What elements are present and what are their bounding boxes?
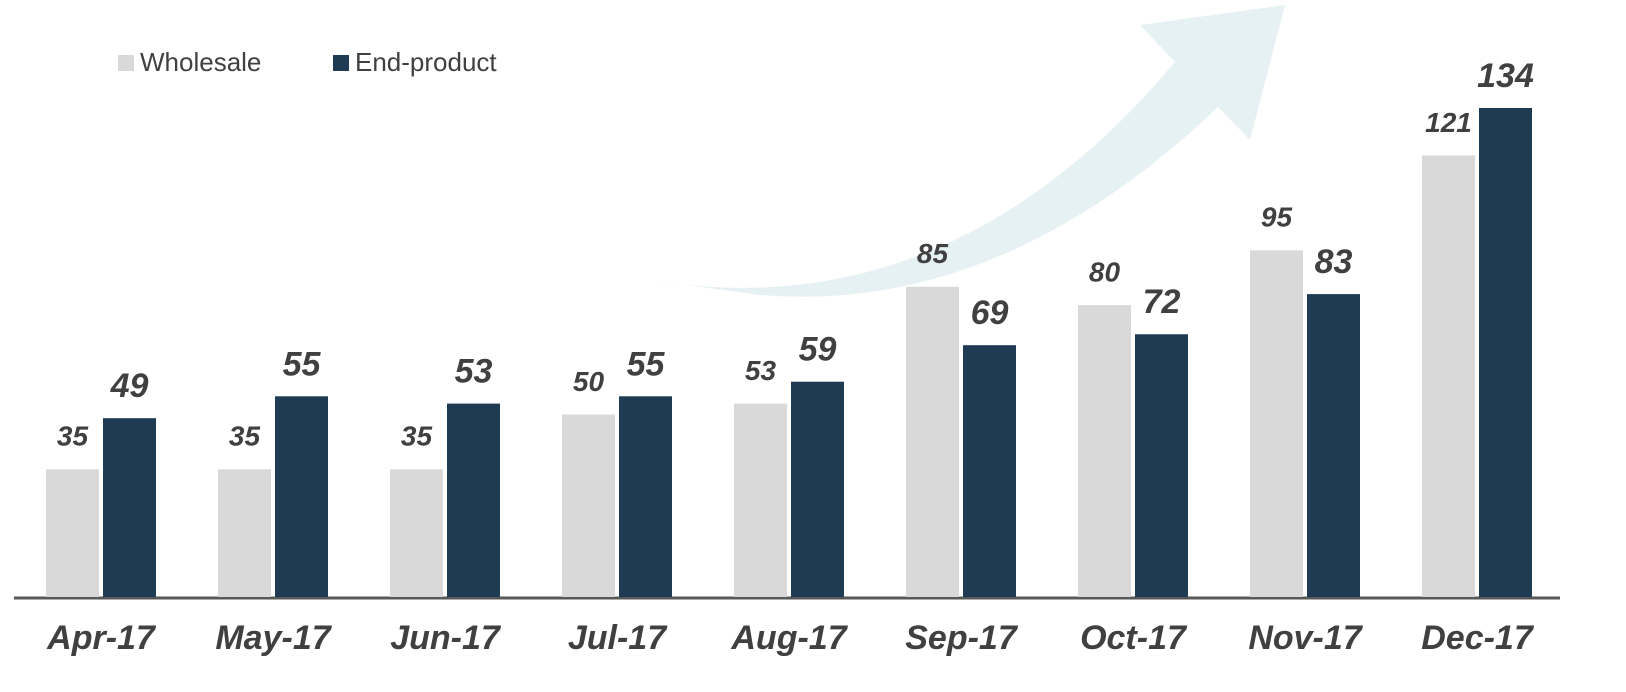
value-label: 134 (1477, 57, 1534, 95)
bar (447, 403, 500, 597)
value-label: 72 (1143, 283, 1181, 321)
value-label: 49 (110, 367, 149, 405)
x-tick-label: Oct-17 (1080, 619, 1188, 657)
legend-swatch (333, 55, 349, 71)
value-label: 59 (799, 331, 837, 369)
bar (218, 469, 271, 597)
trend-arrow (650, 5, 1285, 297)
bar (791, 381, 844, 597)
value-label: 35 (229, 421, 261, 452)
bar (906, 286, 959, 597)
x-tick-label: Dec-17 (1421, 619, 1535, 657)
value-label: 83 (1315, 243, 1353, 281)
value-label: 85 (917, 238, 949, 269)
value-label: 55 (627, 345, 666, 383)
bar (1307, 294, 1360, 597)
x-tick-label: Aug-17 (730, 619, 848, 657)
legend-label: Wholesale (140, 47, 261, 77)
bar (390, 469, 443, 597)
legend-label: End-product (355, 47, 497, 77)
legend-swatch (118, 55, 134, 71)
x-tick-label: Sep-17 (905, 619, 1019, 657)
bar (1422, 155, 1475, 597)
x-tick-label: Apr-17 (46, 619, 157, 657)
x-tick-label: Jun-17 (390, 619, 502, 657)
value-label: 80 (1089, 256, 1121, 287)
value-label: 95 (1261, 202, 1293, 233)
x-tick-label: May-17 (215, 619, 332, 657)
value-label: 69 (971, 294, 1009, 332)
value-label: 55 (283, 345, 322, 383)
bar (619, 396, 672, 597)
value-label: 35 (401, 421, 433, 452)
bar (734, 403, 787, 597)
bar (46, 469, 99, 597)
value-label: 121 (1425, 107, 1472, 138)
value-label: 53 (745, 355, 777, 386)
bar (562, 414, 615, 597)
value-label: 50 (573, 366, 605, 397)
value-label: 35 (57, 421, 89, 452)
bar (1250, 250, 1303, 597)
x-tick-label: Jul-17 (568, 619, 668, 657)
value-label: 53 (455, 353, 493, 391)
bar (275, 396, 328, 597)
bar (103, 418, 156, 597)
x-tick-label: Nov-17 (1248, 619, 1363, 657)
bar (1135, 334, 1188, 597)
bar (1078, 305, 1131, 597)
bar (1479, 108, 1532, 597)
bar (963, 345, 1016, 597)
